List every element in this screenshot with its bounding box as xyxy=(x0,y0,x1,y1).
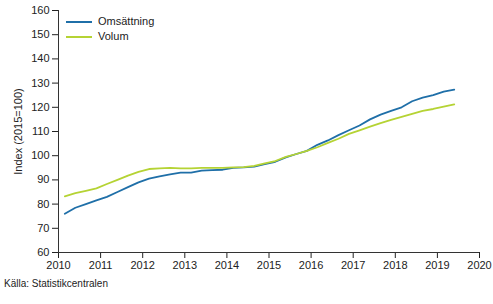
html-text:Källa: Statistikcentralen: Källa: Statistikcentralen xyxy=(4,278,108,289)
svg-text:110: 110 xyxy=(32,125,50,137)
html-text:Omsättning: Omsättning xyxy=(98,15,155,27)
svg-text:2012: 2012 xyxy=(130,259,154,271)
svg-text:2020: 2020 xyxy=(467,259,491,271)
svg-text:140: 140 xyxy=(31,52,49,64)
svg-text:80: 80 xyxy=(37,198,49,210)
svg-text:2017: 2017 xyxy=(341,259,365,271)
svg-text:60: 60 xyxy=(37,246,49,258)
svg-text:100: 100 xyxy=(31,149,49,161)
svg-text:2013: 2013 xyxy=(173,259,197,271)
svg-text:2010: 2010 xyxy=(46,259,70,271)
svg-text:2019: 2019 xyxy=(425,259,449,271)
svg-text:2014: 2014 xyxy=(215,259,239,271)
svg-text:2018: 2018 xyxy=(383,259,407,271)
svg-text:130: 130 xyxy=(31,77,49,89)
svg-text:90: 90 xyxy=(37,173,49,185)
svg-text:120: 120 xyxy=(31,101,49,113)
svg-text:Index (2015=100): Index (2015=100) xyxy=(12,88,24,175)
svg-text:2016: 2016 xyxy=(299,259,323,271)
svg-text:160: 160 xyxy=(31,4,49,16)
svg-text:70: 70 xyxy=(37,222,49,234)
svg-text:150: 150 xyxy=(31,28,49,40)
svg-text:2015: 2015 xyxy=(257,259,281,271)
svg-text:2011: 2011 xyxy=(89,259,113,271)
html-text:Volum: Volum xyxy=(98,30,129,42)
